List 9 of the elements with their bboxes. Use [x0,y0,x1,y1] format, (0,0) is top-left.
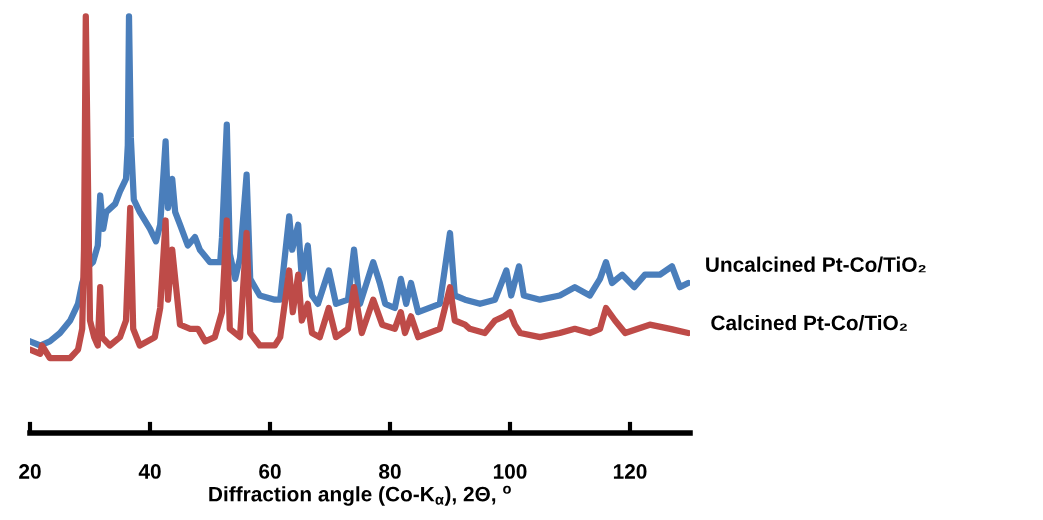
series-label: Calcined Pt-Co/TiO₂ [711,314,907,331]
x-tick-label: 80 [379,464,401,479]
x-tick-label: 20 [19,464,41,479]
x-tick-label: 100 [493,464,527,479]
series-label: Uncalcined Pt-Co/TiO₂ [706,256,926,273]
x-tick-label: 60 [259,464,281,479]
x-axis-title: Diffraction angle (Co-K$_{α}$), 2Θ, $^{o}$ [209,485,511,506]
x-tick-label: 120 [613,464,647,479]
x-tick-label: 40 [138,464,161,479]
